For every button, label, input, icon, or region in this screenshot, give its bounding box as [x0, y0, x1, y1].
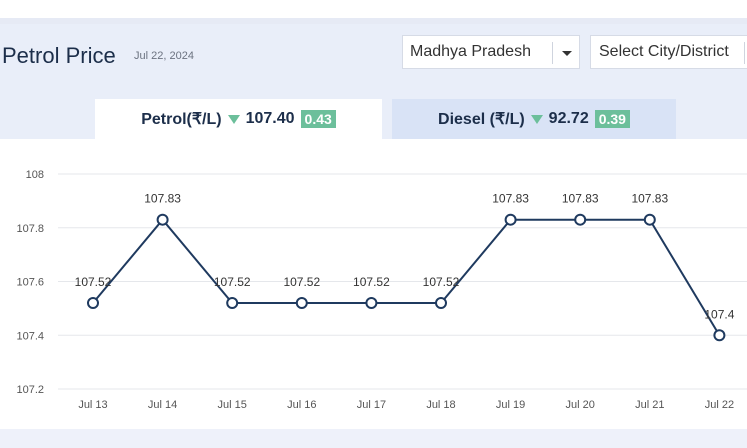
- state-select-value: Madhya Pradesh: [410, 43, 531, 60]
- y-tick-label: 107.4: [16, 330, 44, 342]
- y-tick-label: 107.8: [16, 223, 44, 235]
- y-tick-label: 107.2: [16, 384, 44, 396]
- page-date: Jul 22, 2024: [134, 50, 194, 62]
- tab-petrol-price: 107.40: [245, 110, 295, 127]
- data-label: 107.52: [214, 275, 251, 289]
- bottom-strip: [0, 429, 747, 448]
- x-tick-label: Jul 21: [635, 399, 664, 411]
- state-select[interactable]: Madhya Pradesh: [402, 35, 580, 69]
- data-label: 107.83: [631, 192, 668, 206]
- data-point: [643, 213, 656, 226]
- chevron-down-icon[interactable]: [562, 51, 572, 56]
- x-tick-label: Jul 14: [148, 399, 177, 411]
- top-strip-divider: [0, 18, 747, 24]
- page-title: Petrol Price: [2, 43, 116, 68]
- data-label: 107.83: [492, 192, 529, 206]
- data-point: [435, 297, 447, 309]
- y-tick-label: 107.6: [16, 277, 44, 289]
- data-label: 107.83: [562, 192, 599, 206]
- data-point: [504, 213, 517, 226]
- x-tick-label: Jul 19: [496, 399, 525, 411]
- x-tick-label: Jul 13: [78, 399, 107, 411]
- data-label: 107.52: [75, 275, 112, 289]
- tab-diesel-change-badge: 0.39: [594, 110, 630, 128]
- top-strip: [0, 0, 747, 18]
- data-point: [156, 213, 169, 226]
- chart-panel: 108 107.8 107.6 107.4 107.2 Jul 13 Jul 14 Jul 1…: [0, 139, 747, 429]
- state-select-divider: [552, 42, 553, 64]
- data-point: [713, 329, 726, 342]
- data-point: [295, 297, 308, 309]
- data-point: [226, 297, 239, 309]
- price-down-icon: [530, 114, 543, 124]
- x-tick-label: Jul 20: [566, 399, 595, 411]
- x-tick-label: Jul 17: [357, 399, 386, 411]
- price-line-chart: 108 107.8 107.6 107.4 107.2 Jul 13 Jul 14 Jul 1…: [16, 169, 747, 411]
- price-down-icon: [227, 114, 240, 124]
- data-label: 107.83: [144, 192, 181, 206]
- y-tick-label: 108: [26, 169, 44, 181]
- tab-diesel-label: Diesel (₹/L): [438, 111, 525, 128]
- city-select-placeholder: Select City/District: [599, 43, 729, 60]
- data-point: [574, 213, 587, 226]
- data-label: 107.52: [353, 275, 390, 289]
- data-point: [365, 297, 378, 309]
- data-label: 107.52: [283, 275, 320, 289]
- tab-petrol-label: Petrol(₹/L): [141, 111, 222, 128]
- tab-diesel-price: 92.72: [548, 110, 589, 127]
- x-tick-label: Jul 22: [705, 399, 734, 411]
- tab-diesel[interactable]: Diesel (₹/L) 92.72 0.39: [392, 99, 676, 139]
- x-tick-label: Jul 18: [426, 399, 455, 411]
- series-line: [92, 218, 721, 336]
- tab-petrol[interactable]: Petrol(₹/L) 107.40 0.43: [95, 99, 382, 139]
- data-point: [87, 297, 99, 309]
- tab-petrol-change-badge: 0.43: [300, 110, 336, 128]
- city-select[interactable]: Select City/District: [590, 35, 747, 69]
- data-label: 107.52: [423, 275, 460, 289]
- data-label: 107.4: [704, 307, 734, 321]
- x-tick-label: Jul 15: [218, 399, 247, 411]
- city-select-divider: [744, 42, 745, 64]
- x-tick-label: Jul 16: [287, 399, 316, 411]
